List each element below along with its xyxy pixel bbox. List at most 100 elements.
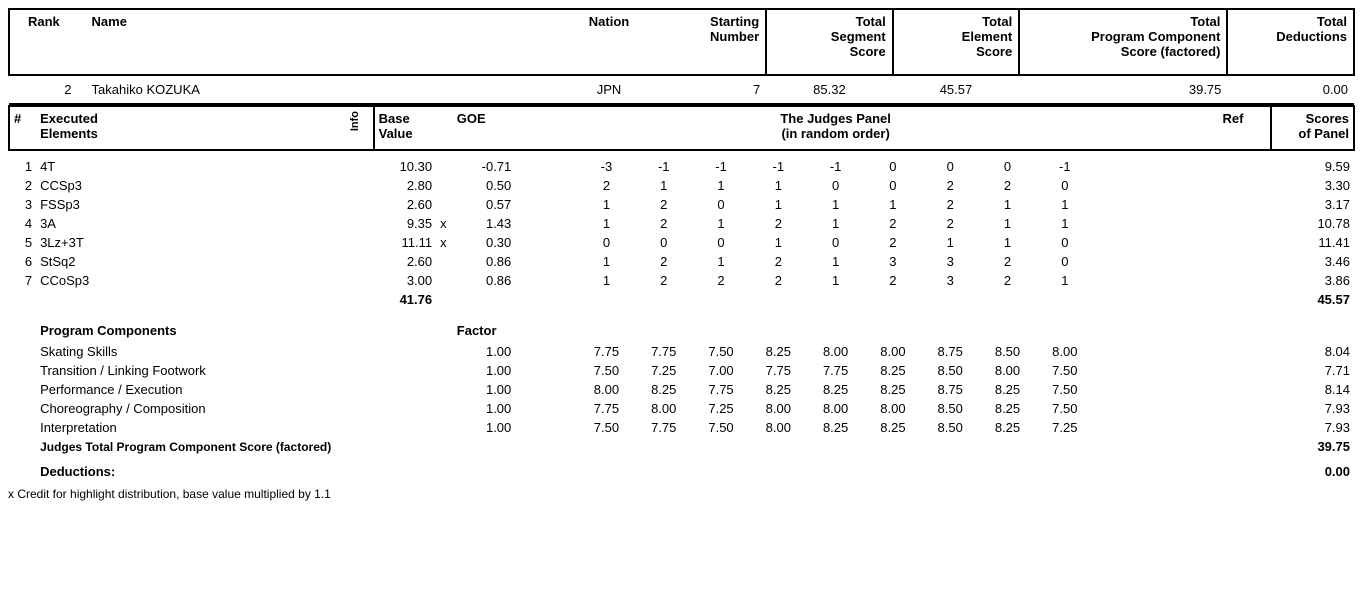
base-total: 41.76 xyxy=(374,290,437,313)
judge-pc: 7.25 xyxy=(692,399,749,418)
elem-code: 3Lz+3T xyxy=(36,233,338,252)
judge-score: 0 xyxy=(864,150,921,176)
judge-score: 1 xyxy=(922,233,979,252)
elem-base: 9.35 xyxy=(374,214,437,233)
header-table: Rank Name Nation Starting Number Total S… xyxy=(8,8,1355,105)
judge-score: 0 xyxy=(578,233,635,252)
element-row: 2CCSp32.800.502111002203.30 xyxy=(9,176,1354,195)
judge-score: -1 xyxy=(635,150,692,176)
judge-pc: 8.00 xyxy=(979,361,1036,380)
judge-pc: 8.25 xyxy=(807,418,864,437)
footnote: x Credit for highlight distribution, bas… xyxy=(8,481,1355,501)
elem-x xyxy=(436,195,453,214)
judge-score: 0 xyxy=(1036,252,1093,271)
judge-score: 1 xyxy=(979,233,1036,252)
elem-code: CCoSp3 xyxy=(36,271,338,290)
judge-score: 1 xyxy=(750,195,807,214)
judge-pc: 7.75 xyxy=(692,380,749,399)
judge-score: 3 xyxy=(864,252,921,271)
elem-base: 2.60 xyxy=(374,252,437,271)
component-row: Choreography / Composition1.007.758.007.… xyxy=(9,399,1354,418)
judge-pc: 7.50 xyxy=(1036,399,1093,418)
judge-score: 2 xyxy=(635,271,692,290)
judge-pc: 8.25 xyxy=(750,342,807,361)
element-row: 53Lz+3T11.11x0.3000010211011.41 xyxy=(9,233,1354,252)
elem-goe: 0.86 xyxy=(453,252,516,271)
component-row: Performance / Execution 1.00 8.008.257.75 8… xyxy=(9,380,1354,399)
hdr-name: Name xyxy=(86,9,557,75)
col-gap2 xyxy=(1093,106,1218,150)
elem-info xyxy=(338,214,373,233)
element-row: 14T10.30-0.71-3-1-1-1-1000-19.59 xyxy=(9,150,1354,176)
col-base: Base Value xyxy=(374,106,453,150)
element-row: 43A9.35x1.4312121221110.78 xyxy=(9,214,1354,233)
element-row: 6StSq22.600.861212133203.46 xyxy=(9,252,1354,271)
judge-score: 1 xyxy=(692,252,749,271)
judge-pc: 8.50 xyxy=(922,418,979,437)
pc-score: 7.71 xyxy=(1271,361,1354,380)
elem-n: 6 xyxy=(9,252,36,271)
judge-score: -3 xyxy=(578,150,635,176)
judge-pc: 7.50 xyxy=(692,342,749,361)
judge-pc: 8.00 xyxy=(864,399,921,418)
judge-score: 1 xyxy=(807,252,864,271)
judge-pc: 7.75 xyxy=(578,342,635,361)
elem-code: StSq2 xyxy=(36,252,338,271)
judge-score: 0 xyxy=(635,233,692,252)
skater-ded: 0.00 xyxy=(1227,75,1354,104)
hdr-ded: Total Deductions xyxy=(1227,9,1354,75)
element-row: 3FSSp32.600.571201112113.17 xyxy=(9,195,1354,214)
element-row: 7CCoSp33.000.861222123213.86 xyxy=(9,271,1354,290)
judge-pc: 8.25 xyxy=(635,380,692,399)
judge-pc: 8.25 xyxy=(979,399,1036,418)
elem-n: 7 xyxy=(9,271,36,290)
elem-score: 3.86 xyxy=(1271,271,1354,290)
judge-score: 1 xyxy=(692,214,749,233)
pc-total: 39.75 xyxy=(1271,437,1354,456)
ded-value: 0.00 xyxy=(1271,456,1354,481)
col-info: Info xyxy=(338,106,373,150)
pc-name: Skating Skills xyxy=(36,342,338,361)
elem-x: x xyxy=(436,214,453,233)
pc-factor-val: 1.00 xyxy=(453,418,516,437)
judge-score: 0 xyxy=(692,233,749,252)
elem-code: 3A xyxy=(36,214,338,233)
judge-score: 2 xyxy=(635,214,692,233)
protocol-sheet: Rank Name Nation Starting Number Total S… xyxy=(8,8,1355,501)
judge-pc: 7.25 xyxy=(1036,418,1093,437)
skater-startno: 7 xyxy=(661,75,766,104)
pc-name: Transition / Linking Footwork xyxy=(36,361,338,380)
elem-x xyxy=(436,271,453,290)
judge-score: 2 xyxy=(979,252,1036,271)
judge-score: 2 xyxy=(922,176,979,195)
judge-score: 0 xyxy=(979,150,1036,176)
col-ref: Ref xyxy=(1218,106,1270,150)
judge-score: 0 xyxy=(807,233,864,252)
judge-pc: 8.75 xyxy=(922,380,979,399)
skater-nation: JPN xyxy=(557,75,661,104)
ded-label: Deductions: xyxy=(36,456,338,481)
pc-factor-val: 1.00 xyxy=(453,342,516,361)
judge-pc: 8.50 xyxy=(922,399,979,418)
judge-pc: 8.00 xyxy=(578,380,635,399)
elem-goe: -0.71 xyxy=(453,150,516,176)
judge-pc: 7.75 xyxy=(578,399,635,418)
judge-score: 0 xyxy=(807,176,864,195)
judge-pc: 7.50 xyxy=(1036,380,1093,399)
elem-info xyxy=(338,195,373,214)
elem-base: 2.60 xyxy=(374,195,437,214)
component-row: Transition / Linking Footwork1.007.507.2… xyxy=(9,361,1354,380)
judge-score: 2 xyxy=(979,271,1036,290)
hdr-segscore: Total Segment Score xyxy=(766,9,893,75)
judge-pc: 8.00 xyxy=(807,342,864,361)
pc-factor-val: 1.00 xyxy=(453,399,516,418)
judge-score: 2 xyxy=(578,176,635,195)
judge-pc: 7.00 xyxy=(692,361,749,380)
judge-pc: 8.75 xyxy=(922,342,979,361)
elem-x: x xyxy=(436,233,453,252)
judge-score: 1 xyxy=(1036,214,1093,233)
pc-name: Performance / Execution xyxy=(36,380,338,399)
judge-pc: 8.00 xyxy=(750,399,807,418)
judge-score: 2 xyxy=(922,214,979,233)
pc-factor-val: 1.00 xyxy=(453,380,516,399)
